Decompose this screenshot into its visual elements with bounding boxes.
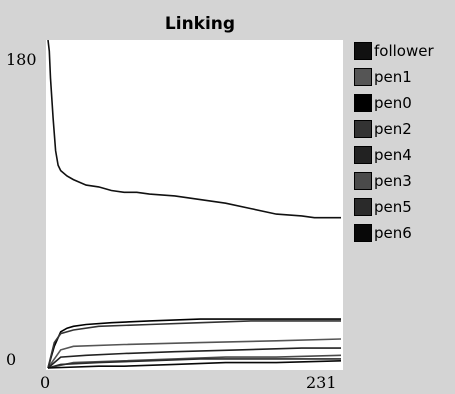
legend-label-follower: follower <box>374 42 434 60</box>
plot-svg <box>47 40 342 369</box>
legend-label-pen6: pen6 <box>374 224 412 242</box>
series-line-pen3 <box>47 354 342 369</box>
y-tick-label-max: 180 <box>6 50 37 69</box>
series-line-pen5 <box>47 358 341 369</box>
series-line-pen2 <box>47 320 341 369</box>
legend-item-pen0: pen0 <box>354 90 454 116</box>
legend-label-pen2: pen2 <box>374 120 412 138</box>
legend-label-pen3: pen3 <box>374 172 412 190</box>
plot-area <box>46 40 343 370</box>
legend-item-pen1: pen1 <box>354 64 454 90</box>
series-line-pen0 <box>47 318 341 369</box>
legend-swatch-pen5 <box>354 198 372 216</box>
series-line-follower <box>47 40 341 219</box>
legend-swatch-pen3 <box>354 172 372 190</box>
legend-swatch-pen6 <box>354 224 372 242</box>
series-line-pen4 <box>47 347 341 369</box>
legend-label-pen5: pen5 <box>374 198 412 216</box>
legend-label-pen1: pen1 <box>374 68 412 86</box>
legend-item-pen3: pen3 <box>354 168 454 194</box>
series-line-pen1 <box>47 338 342 369</box>
legend-item-pen4: pen4 <box>354 142 454 168</box>
x-tick-label-max: 231 <box>306 373 337 392</box>
legend: follower pen1 pen0 pen2 pen4 pen3 pen5 pen6 <box>354 38 454 246</box>
legend-swatch-pen4 <box>354 146 372 164</box>
legend-swatch-pen0 <box>354 94 372 112</box>
chart-title: Linking <box>164 14 236 34</box>
y-tick-label-min: 0 <box>6 350 17 369</box>
legend-swatch-follower <box>354 42 372 60</box>
legend-item-pen5: pen5 <box>354 194 454 220</box>
legend-swatch-pen2 <box>354 120 372 138</box>
legend-item-follower: follower <box>354 38 454 64</box>
legend-label-pen0: pen0 <box>374 94 412 112</box>
legend-item-pen2: pen2 <box>354 116 454 142</box>
legend-swatch-pen1 <box>354 68 372 86</box>
series-line-pen6 <box>47 360 342 369</box>
legend-item-pen6: pen6 <box>354 220 454 246</box>
legend-label-pen4: pen4 <box>374 146 412 164</box>
x-tick-label-min: 0 <box>40 373 51 392</box>
